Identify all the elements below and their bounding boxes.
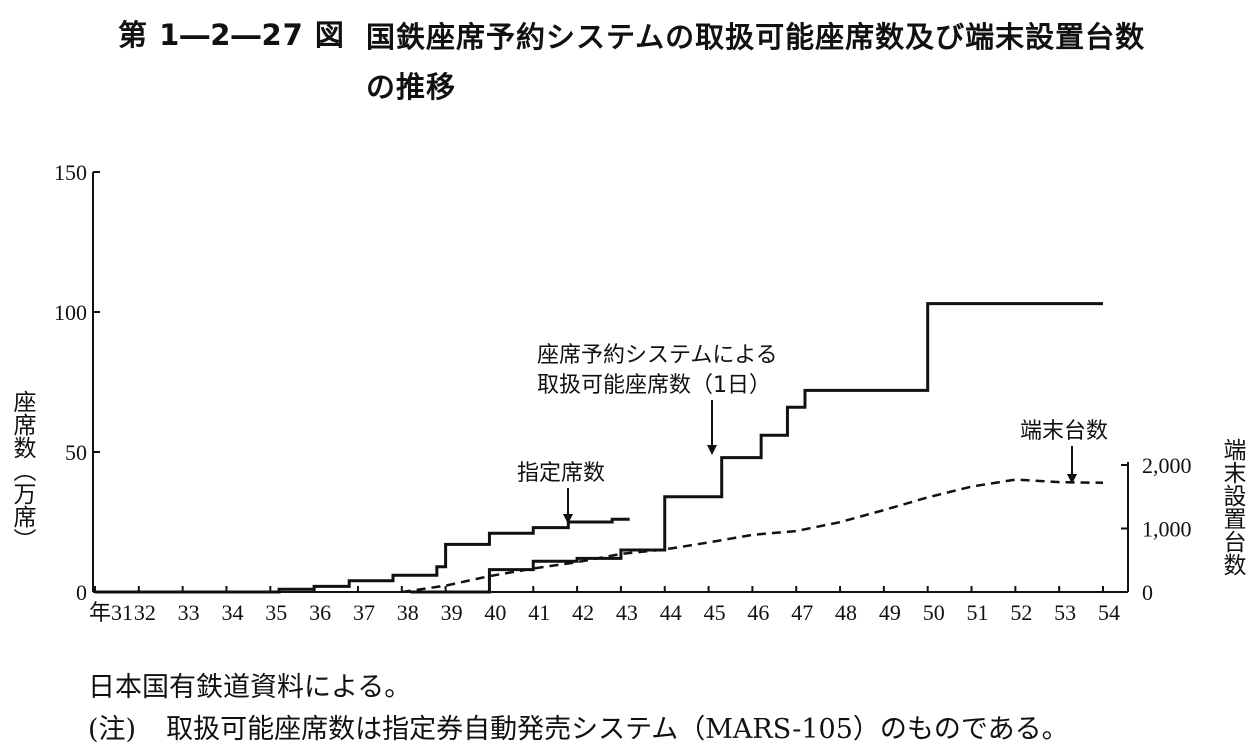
figure-number: 第 1―2―27 図 — [118, 18, 345, 52]
x-tick-label: 42 — [572, 600, 594, 625]
right-axis-label: 端末設置台数 — [1219, 438, 1247, 576]
source-note: 日本国有鉄道資料による。 — [88, 672, 412, 703]
x-tick-label: 39 — [441, 600, 463, 625]
x-tick-label: 52 — [1010, 600, 1032, 625]
x-tick-label: 49 — [879, 600, 901, 625]
annotation-label: 指定席数 — [517, 461, 605, 486]
left-tick-label: 0 — [76, 580, 87, 605]
chart: 0 50 100 150 0 1,000 2,000 年31 32 33 34 35 36 37 38 39 4… — [9, 160, 1247, 625]
footnote-text: 取扱可能座席数は指定券自動発売システム（MARS-105）のものである。 — [166, 714, 1069, 745]
right-tick-label: 1,000 — [1142, 517, 1192, 542]
series-line-3 — [401, 478, 1104, 594]
x-tick-label: 41 — [528, 600, 550, 625]
x-tick-label: 46 — [747, 600, 769, 625]
right-tick-label: 2,000 — [1142, 453, 1192, 478]
x-tick-label: 35 — [265, 600, 287, 625]
annotation-label: 座席予約システムによる — [537, 343, 778, 368]
x-tick-label: 44 — [660, 600, 682, 625]
right-tick-label: 0 — [1142, 580, 1153, 605]
x-tick-label: 年31 — [89, 600, 133, 625]
annotation-label: 端末台数 — [1020, 419, 1108, 444]
x-tick-label: 53 — [1054, 600, 1076, 625]
x-tick-label: 51 — [967, 600, 989, 625]
x-tick-label: 50 — [923, 600, 945, 625]
chart-title: 国鉄座席予約システムの取扱可能座席数及び端末設置台数の推移 — [366, 20, 1146, 104]
left-tick-label: 150 — [54, 160, 87, 185]
left-tick-label: 50 — [65, 440, 87, 465]
x-tick-label: 54 — [1098, 600, 1120, 625]
annotation-arrow-head — [563, 514, 573, 524]
x-tick-label: 36 — [309, 600, 331, 625]
x-tick-label: 48 — [835, 600, 857, 625]
x-tick-label: 34 — [221, 600, 243, 625]
x-tick-label: 47 — [791, 600, 813, 625]
left-tick-label: 100 — [54, 300, 87, 325]
series-line-2 — [410, 302, 1103, 594]
annotation-label: 取扱可能座席数（1日） — [537, 373, 771, 398]
tick-labels: 0 50 100 150 0 1,000 2,000 年31 32 33 34 35 36 37 38 39 4… — [9, 160, 1247, 625]
annotation-arrow-head — [1067, 474, 1077, 484]
x-tick-label: 32 — [134, 600, 156, 625]
x-tick-label: 33 — [178, 600, 200, 625]
x-tick-label: 45 — [704, 600, 726, 625]
left-axis-label: 座席数（万席） — [9, 390, 37, 551]
series-line-1 — [95, 517, 630, 594]
x-tick-label: 40 — [484, 600, 506, 625]
x-tick-label: 37 — [353, 600, 375, 625]
x-tick-label: 38 — [397, 600, 419, 625]
footnote: (注) 取扱可能座席数は指定券自動発売システム（MARS-105）のものである。 — [88, 707, 1069, 746]
footnote-label: (注) — [88, 714, 137, 745]
x-tick-label: 43 — [616, 600, 638, 625]
series-layer — [95, 302, 1104, 594]
annotation-arrow-head — [707, 445, 717, 455]
